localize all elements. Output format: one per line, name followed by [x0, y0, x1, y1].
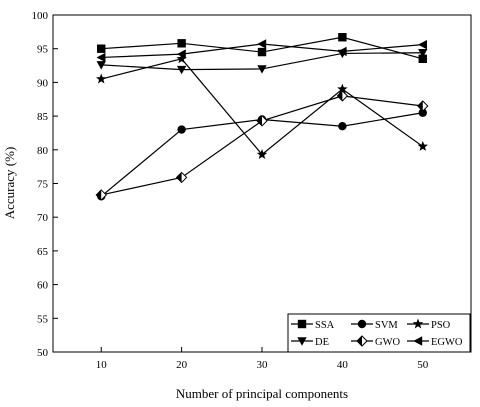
x-tick-label: 30	[257, 359, 269, 371]
x-tick-label: 20	[176, 359, 188, 371]
point-svm	[338, 122, 347, 131]
legend-marker-gwo	[356, 335, 368, 347]
legend-marker-de	[297, 337, 307, 346]
legend-marker-egwo	[413, 336, 423, 346]
legend-box	[287, 313, 471, 353]
point-de	[418, 49, 428, 58]
y-tick-label: 55	[37, 313, 49, 325]
point-gwo	[417, 100, 429, 112]
point-pso	[337, 83, 348, 94]
point-ssa	[338, 33, 347, 42]
point-ssa	[257, 47, 267, 57]
y-tick-label: 85	[37, 111, 49, 123]
y-tick-label: 100	[32, 10, 49, 22]
y-tick-label: 95	[37, 44, 49, 56]
y-axis: 50 55 60 65 70 75 80 85 90 95 100	[32, 10, 58, 359]
x-tick-label: 10	[96, 359, 108, 371]
legend: SSA SVM PSO DE GWO EGWO	[287, 313, 471, 353]
point-gwo	[175, 171, 188, 184]
x-axis-title: Number of principal components	[176, 386, 348, 401]
series-line-gwo	[101, 95, 423, 196]
point-pso	[176, 53, 187, 64]
y-tick-label: 90	[37, 77, 49, 89]
point-gwo	[95, 189, 107, 201]
point-svm	[418, 108, 427, 117]
y-tick-label: 60	[37, 280, 49, 292]
legend-marker-pso	[412, 318, 424, 329]
legend-label-svm: SVM	[375, 320, 398, 331]
y-tick-label: 65	[37, 246, 49, 258]
point-pso	[96, 73, 107, 84]
y-tick-label: 50	[37, 347, 49, 359]
point-gwo	[336, 90, 349, 102]
legend-marker-ssa	[297, 319, 307, 329]
point-pso	[256, 149, 268, 159]
x-tick-label: 40	[337, 359, 349, 371]
legend-label-pso: PSO	[431, 320, 451, 331]
point-ssa	[177, 39, 186, 48]
point-egwo	[257, 39, 267, 49]
legend-marker-svm	[357, 319, 367, 329]
legend-label-gwo: GWO	[375, 337, 400, 348]
point-egwo	[337, 46, 347, 57]
point-de	[257, 65, 267, 74]
point-egwo	[418, 39, 427, 50]
point-gwo	[256, 115, 268, 127]
x-tick-label: 50	[417, 359, 429, 371]
y-tick-label: 75	[37, 179, 49, 191]
legend-label-ssa: SSA	[315, 320, 335, 331]
point-ssa	[418, 54, 427, 64]
y-tick-label: 70	[37, 212, 49, 224]
point-egwo	[96, 52, 106, 63]
point-ssa	[97, 44, 106, 53]
point-svm	[177, 125, 186, 134]
y-axis-title: Accuracy (%)	[2, 147, 17, 220]
legend-label-egwo: EGWO	[431, 337, 463, 348]
point-egwo	[176, 49, 186, 59]
point-pso	[417, 140, 428, 151]
y-tick-label: 80	[37, 145, 49, 157]
series-layer	[95, 33, 429, 201]
legend-label-de: DE	[315, 337, 329, 348]
point-de	[176, 65, 187, 75]
point-de	[96, 61, 106, 70]
